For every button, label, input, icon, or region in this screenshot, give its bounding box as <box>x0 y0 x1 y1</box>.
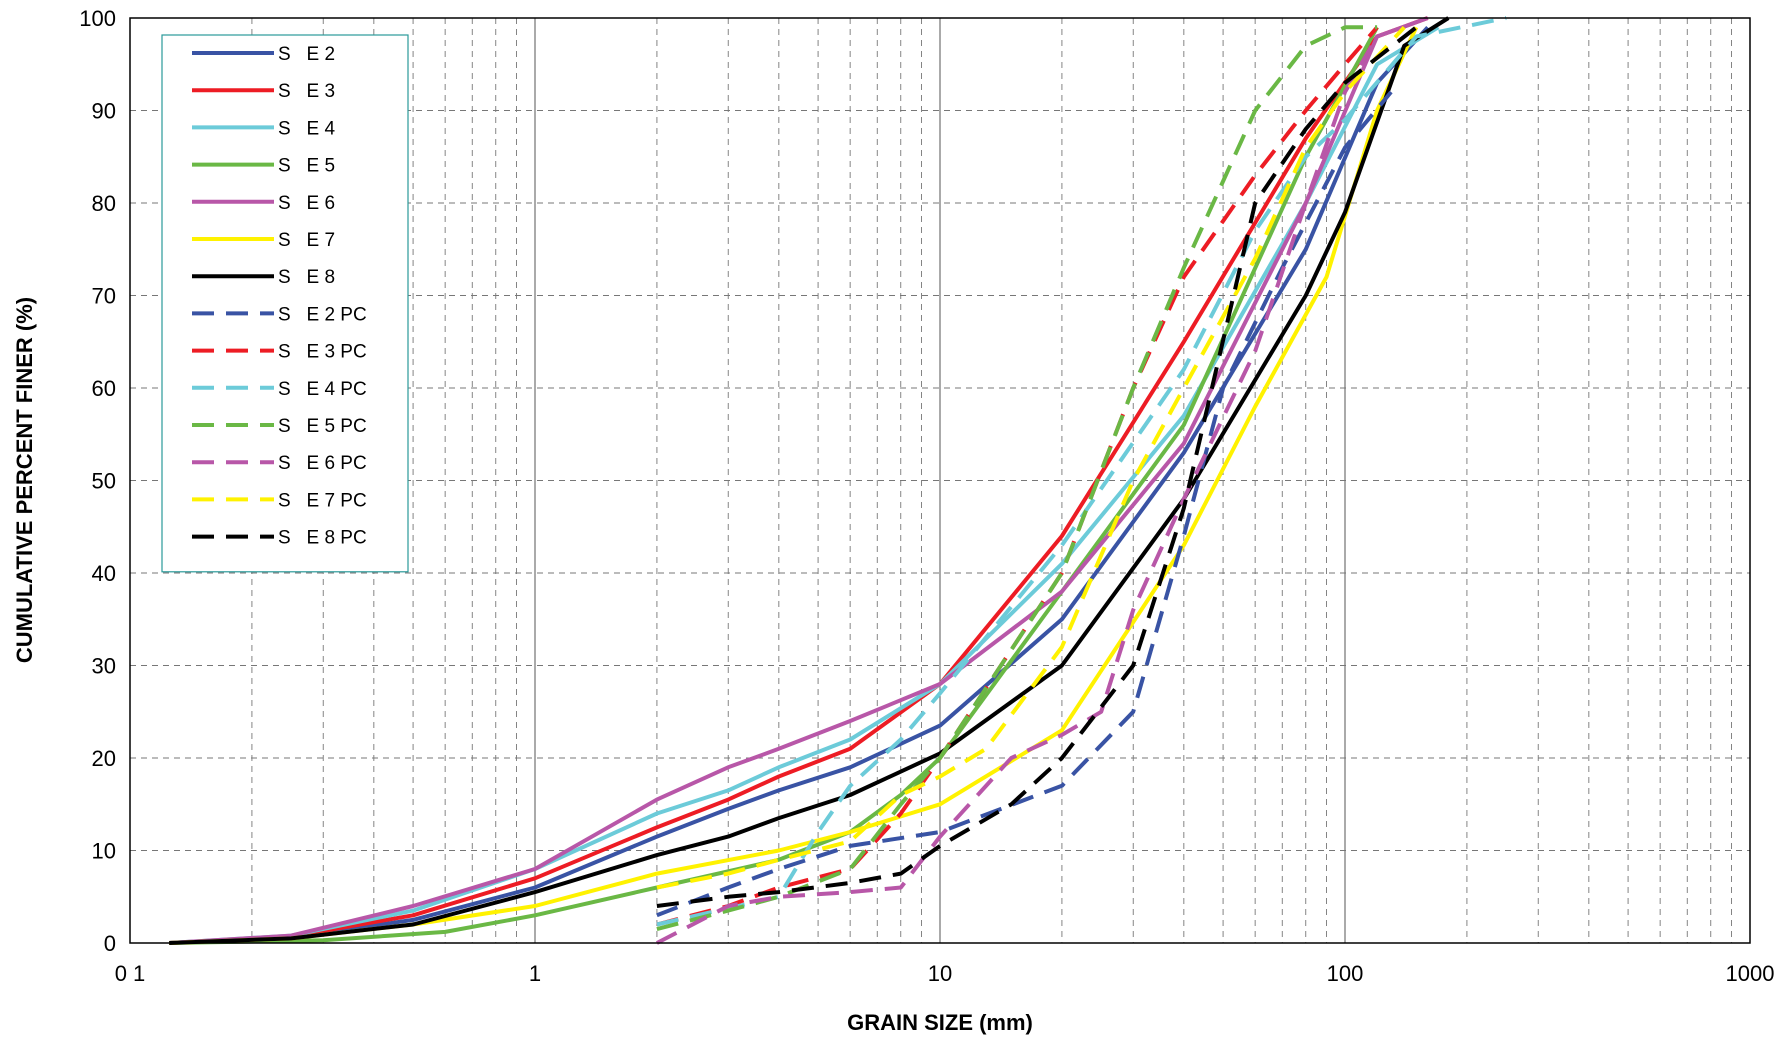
legend-label: S E 8 PC <box>278 528 367 549</box>
y-tick-label: 80 <box>92 191 116 216</box>
legend-label: S E 7 <box>278 230 335 251</box>
legend-label: S E 2 <box>278 44 335 65</box>
legend-label: S E 3 <box>278 81 335 102</box>
x-tick-label: 100 <box>1327 961 1364 986</box>
legend-label: S E 4 PC <box>278 379 367 400</box>
series-line-6 <box>169 26 1419 945</box>
x-tick-label: 0 1 <box>115 961 146 986</box>
legend-label: S E 6 <box>278 193 335 214</box>
y-tick-label: 40 <box>92 561 116 586</box>
legend-label: S E 5 <box>278 156 335 177</box>
series-line-13 <box>656 25 1406 890</box>
legend: S E 2 S E 3 S E 4 S E 5 S E 6 S E 7 S E 8 S E 2… <box>161 34 409 573</box>
series-line-8 <box>656 90 1393 918</box>
series-line-3 <box>169 25 1440 945</box>
series-line-9 <box>656 25 1379 927</box>
y-tick-label: 60 <box>92 376 116 401</box>
plot-frame <box>129 17 1751 944</box>
series-line-1 <box>169 25 1430 945</box>
series-line-14 <box>656 25 1418 908</box>
legend-label: S E 8 <box>278 267 335 288</box>
x-tick-label: 1000 <box>1726 961 1775 986</box>
y-tick-label: 10 <box>92 839 116 864</box>
series-layer <box>169 16 1507 945</box>
x-tick-label: 1 <box>529 961 541 986</box>
series-line-12 <box>655 35 1379 945</box>
legend-box <box>161 34 409 573</box>
y-tick-label: 20 <box>92 746 116 771</box>
series-line-5 <box>169 16 1429 945</box>
y-tick-label: 50 <box>92 469 116 494</box>
y-tick-label: 0 <box>104 931 116 956</box>
series-line-10 <box>656 16 1507 927</box>
y-tick-labels: 0 10 20 30 40 50 60 70 80 90 100 <box>79 6 116 956</box>
series-line-7 <box>169 16 1450 945</box>
legend-label: S E 5 PC <box>278 416 367 437</box>
y-tick-label: 90 <box>92 99 116 124</box>
y-axis-title: CUMULATIVE PERCENT FINER (%) <box>12 297 37 663</box>
legend-label: S E 6 PC <box>278 453 367 474</box>
legend-label: S E 4 <box>278 118 335 139</box>
x-tick-label: 10 <box>928 961 952 986</box>
legend-label: S E 3 PC <box>278 342 367 363</box>
x-axis-title: GRAIN SIZE (mm) <box>847 1010 1033 1035</box>
legend-label: S E 7 PC <box>278 490 367 511</box>
y-tick-label: 70 <box>92 284 116 309</box>
legend-label: S E 2 PC <box>278 304 367 325</box>
series-line-2 <box>169 16 1429 945</box>
x-tick-labels: 0 1 1 10 100 1000 <box>115 961 1775 986</box>
y-tick-label: 100 <box>79 6 116 31</box>
y-tick-label: 30 <box>92 654 116 679</box>
